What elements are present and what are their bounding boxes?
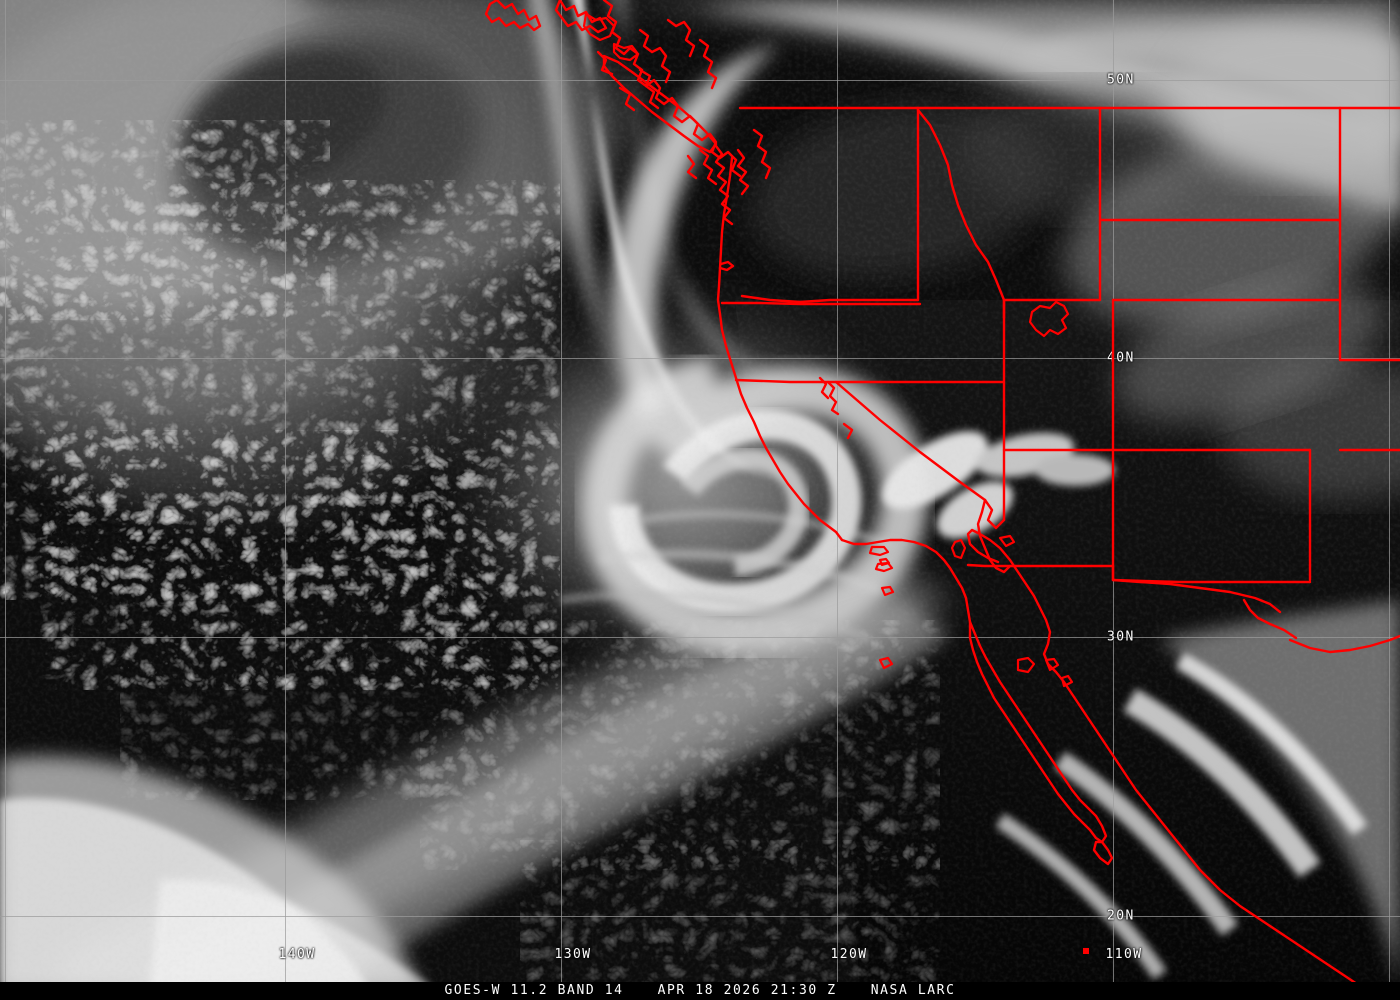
- caption-bar: GOES-W 11.2 BAND 14 APR 18 2026 21:30 Z NA…: [0, 982, 1400, 1000]
- caption-satellite: GOES-W 11.2 BAND 14: [444, 983, 624, 998]
- caption-timestamp: APR 18 2026 21:30 Z: [657, 983, 837, 998]
- caption-source: NASA LARC: [870, 983, 956, 998]
